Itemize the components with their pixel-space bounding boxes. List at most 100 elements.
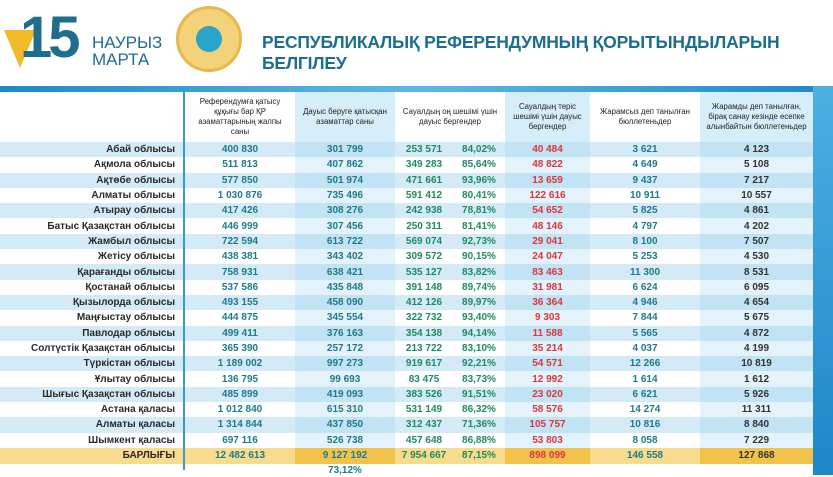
participated-count: 613 722 [295, 233, 395, 250]
yes-percent: 93,40% [462, 312, 496, 324]
yes-count: 253 571 [395, 142, 453, 158]
region-name: Маңғыстау облысы [76, 312, 175, 324]
not-counted-count: 4 202 [700, 218, 813, 234]
invalid-count: 5 253 [632, 251, 658, 263]
region-name: Павлодар облысы [0, 325, 185, 341]
table-row: Шымкент қаласы 697 116 526 738 457 648 86,88… [0, 432, 813, 448]
participated-count: 615 310 [295, 402, 395, 418]
invalid-count: 6 624 [632, 281, 658, 293]
empty-cell [700, 463, 813, 477]
eligible-count: 493 155 [185, 294, 295, 311]
no-count: 898 099 [505, 447, 590, 464]
yes-percent: 92,21% [453, 356, 505, 372]
yes-percent: 93,96% [453, 172, 505, 188]
header-invalid: Жарамсыз деп танылған бюллетеньдер [600, 107, 690, 126]
eligible-count: 400 830 [185, 142, 295, 158]
yes-count: 349 283 [405, 159, 443, 171]
no-count: 58 576 [505, 402, 590, 418]
no-count: 36 364 [505, 294, 590, 311]
region-name: Жетісу облысы [97, 251, 175, 263]
table-row: Абай облысы 400 830 301 799 253 571 84,02% 40… [0, 142, 813, 158]
yes-count: 312 437 [395, 417, 453, 433]
yes-percent: 71,36% [453, 417, 505, 433]
not-counted-count: 4 861 [700, 203, 813, 219]
not-counted-count: 7 507 [700, 233, 813, 250]
yes-count: 457 648 [405, 434, 443, 446]
table-row: Жамбыл облысы 722 594 613 722 569 074 92,73%… [0, 233, 813, 250]
eligible-count: 1 189 002 [185, 356, 295, 372]
table-row: Қарағанды облысы 758 931 638 421 535 127 83,… [0, 264, 813, 280]
table-row: Шығыс Қазақстан облысы 485 899 419 093 383 … [0, 386, 813, 403]
invalid-count: 4 649 [632, 159, 658, 171]
not-counted-count: 1 612 [700, 371, 813, 387]
region-name: Жамбыл облысы [0, 233, 185, 250]
region-name: Астана қаласы [100, 404, 175, 416]
not-counted-count: 6 095 [700, 279, 813, 295]
results-table: Референдумға қатысу құқығы бар ҚР азамат… [0, 92, 813, 477]
invalid-count: 8 058 [632, 434, 658, 446]
yes-percent: 86,88% [462, 434, 496, 446]
participated-count: 307 456 [295, 218, 395, 234]
participated-count: 435 848 [295, 279, 395, 295]
not-counted-count: 4 530 [700, 249, 813, 265]
yes-count: 213 722 [405, 343, 443, 354]
invalid-count: 1 614 [632, 373, 658, 385]
table-row: Қостанай облысы 537 586 435 848 391 148 89,7… [0, 279, 813, 295]
empty-cell [395, 463, 453, 477]
eligible-count: 1 030 876 [217, 190, 263, 202]
yes-count: 471 661 [395, 172, 453, 188]
yes-count: 569 074 [395, 233, 453, 250]
invalid-count: 7 844 [632, 312, 658, 324]
no-count: 13 659 [505, 172, 590, 188]
empty-cell [0, 463, 185, 477]
table-row: Алматы қаласы 1 314 844 437 850 312 437 71,3… [0, 417, 813, 433]
yes-percent: 86,32% [462, 404, 496, 416]
participated-count: 419 093 [295, 386, 395, 403]
invalid-count: 4 946 [590, 294, 700, 311]
logo-line2: МАРТА [92, 50, 150, 69]
region-name: Түркістан облысы [0, 356, 185, 372]
yes-count: 531 149 [405, 404, 443, 416]
not-counted-count: 7 217 [700, 172, 813, 188]
page-title: РЕСПУБЛИКАЛЫҚ РЕФЕРЕНДУМНЫҢ ҚОРЫТЫНДЫЛАР… [262, 32, 780, 73]
yes-count: 83 475 [408, 373, 440, 385]
not-counted-count: 4 654 [700, 294, 813, 311]
invalid-count: 10 911 [629, 190, 661, 202]
region-name: Батыс Қазақстан облысы [47, 220, 175, 232]
eligible-count: 444 875 [221, 312, 259, 324]
eligible-count: 499 411 [185, 325, 295, 341]
empty-cell [505, 463, 590, 477]
not-counted-count: 5 926 [700, 386, 813, 403]
eligible-count: 577 850 [185, 172, 295, 188]
table-row: Батыс Қазақстан облысы 446 999 307 456 250 … [0, 218, 813, 234]
participated-count: 638 421 [295, 264, 395, 280]
no-count: 12 992 [505, 371, 590, 387]
region-name: Ақтөбе облысы [0, 172, 185, 188]
yes-count: 919 617 [395, 356, 453, 372]
invalid-count: 4 037 [632, 343, 658, 354]
yes-count: 535 127 [395, 264, 453, 280]
yes-count: 591 412 [405, 190, 443, 202]
table-row: Түркістан облысы 1 189 002 997 273 919 617 9… [0, 356, 813, 372]
yes-percent: 89,74% [462, 281, 496, 293]
logo-line1: НАУРЫЗ [92, 33, 163, 52]
referendum-logo: 15 НАУРЫЗ МАРТА [4, 5, 164, 72]
no-count: 11 588 [505, 325, 590, 341]
participated-count: 437 850 [295, 417, 395, 433]
table-row: Ұлытау облысы 136 795 99 693 83 475 83,73% 12… [0, 371, 813, 387]
no-count: 53 803 [505, 432, 590, 448]
table-row: Жетісу облысы 438 381 343 402 309 572 90,15%… [0, 249, 813, 265]
region-name: Алматы облысы [91, 190, 175, 202]
table-header: Референдумға қатысу құқығы бар ҚР азамат… [0, 92, 813, 142]
not-counted-count: 5 675 [700, 310, 813, 326]
v-mark-icon [4, 30, 36, 68]
no-count: 105 757 [505, 417, 590, 433]
participated-count: 407 862 [295, 157, 395, 173]
yes-percent: 91,51% [453, 386, 505, 403]
not-counted-count: 4 199 [700, 340, 813, 357]
invalid-count: 10 816 [590, 417, 700, 433]
participated-count: 735 496 [295, 187, 395, 204]
participated-count: 343 402 [295, 249, 395, 265]
eligible-count: 537 586 [221, 281, 259, 293]
no-count: 54 652 [505, 203, 590, 219]
